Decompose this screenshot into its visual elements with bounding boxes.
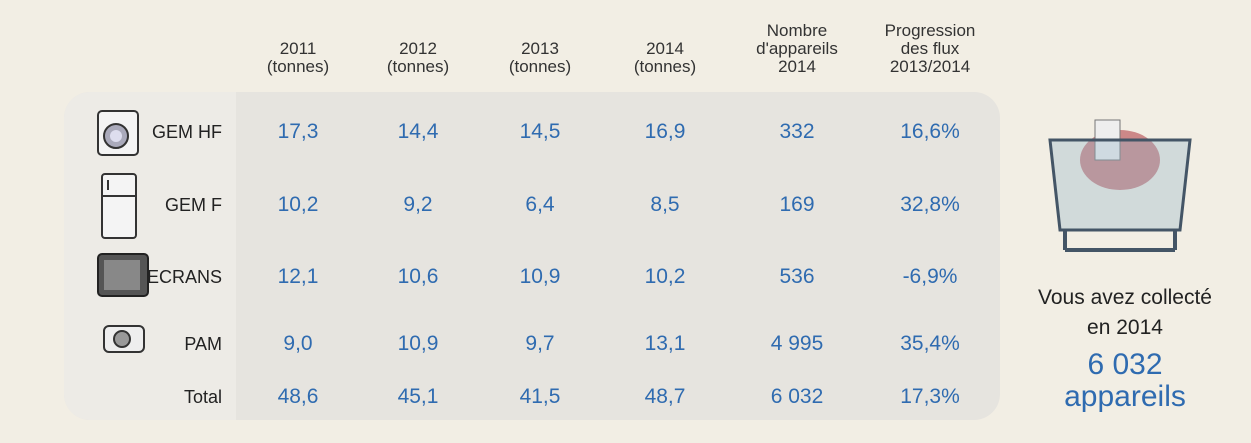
summary-line: Vous avez collecté	[1010, 286, 1240, 310]
cell-value: 10,9	[358, 332, 478, 356]
row-label: GEM F	[92, 195, 222, 216]
summary-count: 6 032	[1010, 348, 1240, 382]
header-line: 2011	[233, 40, 363, 58]
cell-value: -6,9%	[870, 265, 990, 289]
cell-value: 17,3%	[870, 385, 990, 409]
header-line: (tonnes)	[475, 58, 605, 76]
header-line: (tonnes)	[600, 58, 730, 76]
cell-value: 13,1	[605, 332, 725, 356]
cell-value: 10,9	[480, 265, 600, 289]
column-header: 2014(tonnes)	[600, 40, 730, 76]
header-line: 2013/2014	[865, 58, 995, 76]
cell-value: 48,6	[238, 385, 358, 409]
cell-value: 32,8%	[870, 193, 990, 217]
summary-line: en 2014	[1010, 316, 1240, 340]
cell-value: 9,2	[358, 193, 478, 217]
column-header: 2011(tonnes)	[233, 40, 363, 76]
page: Vous avez collecté en 2014 6 032 apparei…	[0, 0, 1251, 443]
cell-value: 8,5	[605, 193, 725, 217]
row-label: Total	[92, 387, 222, 408]
cell-value: 16,6%	[870, 120, 990, 144]
header-line: (tonnes)	[353, 58, 483, 76]
row-label: PAM	[92, 334, 222, 355]
cell-value: 14,4	[358, 120, 478, 144]
cell-value: 4 995	[737, 332, 857, 356]
cell-value: 169	[737, 193, 857, 217]
cell-value: 14,5	[480, 120, 600, 144]
cell-value: 35,4%	[870, 332, 990, 356]
cell-value: 9,0	[238, 332, 358, 356]
header-line: 2012	[353, 40, 483, 58]
header-line: Nombre	[732, 22, 862, 40]
cell-value: 6 032	[737, 385, 857, 409]
header-line: des flux	[865, 40, 995, 58]
basket-icon	[1040, 100, 1200, 260]
cell-value: 16,9	[605, 120, 725, 144]
cell-value: 9,7	[480, 332, 600, 356]
cell-value: 10,2	[238, 193, 358, 217]
row-label: ECRANS	[92, 267, 222, 288]
cell-value: 17,3	[238, 120, 358, 144]
header-line: Progression	[865, 22, 995, 40]
row-label: GEM HF	[92, 122, 222, 143]
cell-value: 48,7	[605, 385, 725, 409]
summary-unit: appareils	[1010, 380, 1240, 414]
cell-value: 332	[737, 120, 857, 144]
cell-value: 41,5	[480, 385, 600, 409]
cell-value: 45,1	[358, 385, 478, 409]
cell-value: 12,1	[238, 265, 358, 289]
header-line: d'appareils	[732, 40, 862, 58]
header-line: 2013	[475, 40, 605, 58]
column-header: 2012(tonnes)	[353, 40, 483, 76]
header-line: 2014	[600, 40, 730, 58]
header-line: 2014	[732, 58, 862, 76]
cell-value: 10,6	[358, 265, 478, 289]
column-header: 2013(tonnes)	[475, 40, 605, 76]
cell-value: 6,4	[480, 193, 600, 217]
header-line: (tonnes)	[233, 58, 363, 76]
cell-value: 536	[737, 265, 857, 289]
cell-value: 10,2	[605, 265, 725, 289]
